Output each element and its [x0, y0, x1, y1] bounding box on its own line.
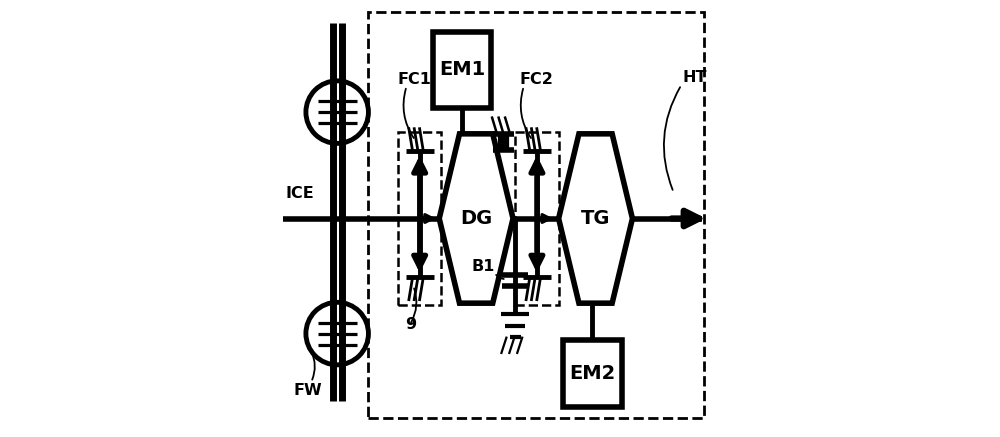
- Bar: [563, 340, 622, 407]
- Text: 9: 9: [405, 317, 416, 332]
- Text: B1: B1: [471, 259, 495, 274]
- Text: FW: FW: [294, 383, 322, 399]
- Text: HT: HT: [682, 70, 707, 85]
- Bar: [368, 12, 704, 418]
- Text: EM2: EM2: [569, 364, 615, 383]
- Text: EM1: EM1: [439, 60, 485, 79]
- Bar: [398, 132, 441, 305]
- Text: FC2: FC2: [520, 72, 553, 87]
- Bar: [515, 132, 559, 305]
- Polygon shape: [439, 134, 513, 303]
- Text: FC1: FC1: [398, 72, 432, 87]
- Text: DG: DG: [460, 209, 492, 228]
- Bar: [433, 32, 491, 108]
- Polygon shape: [559, 134, 632, 303]
- Text: TG: TG: [581, 209, 610, 228]
- Text: ICE: ICE: [285, 186, 314, 201]
